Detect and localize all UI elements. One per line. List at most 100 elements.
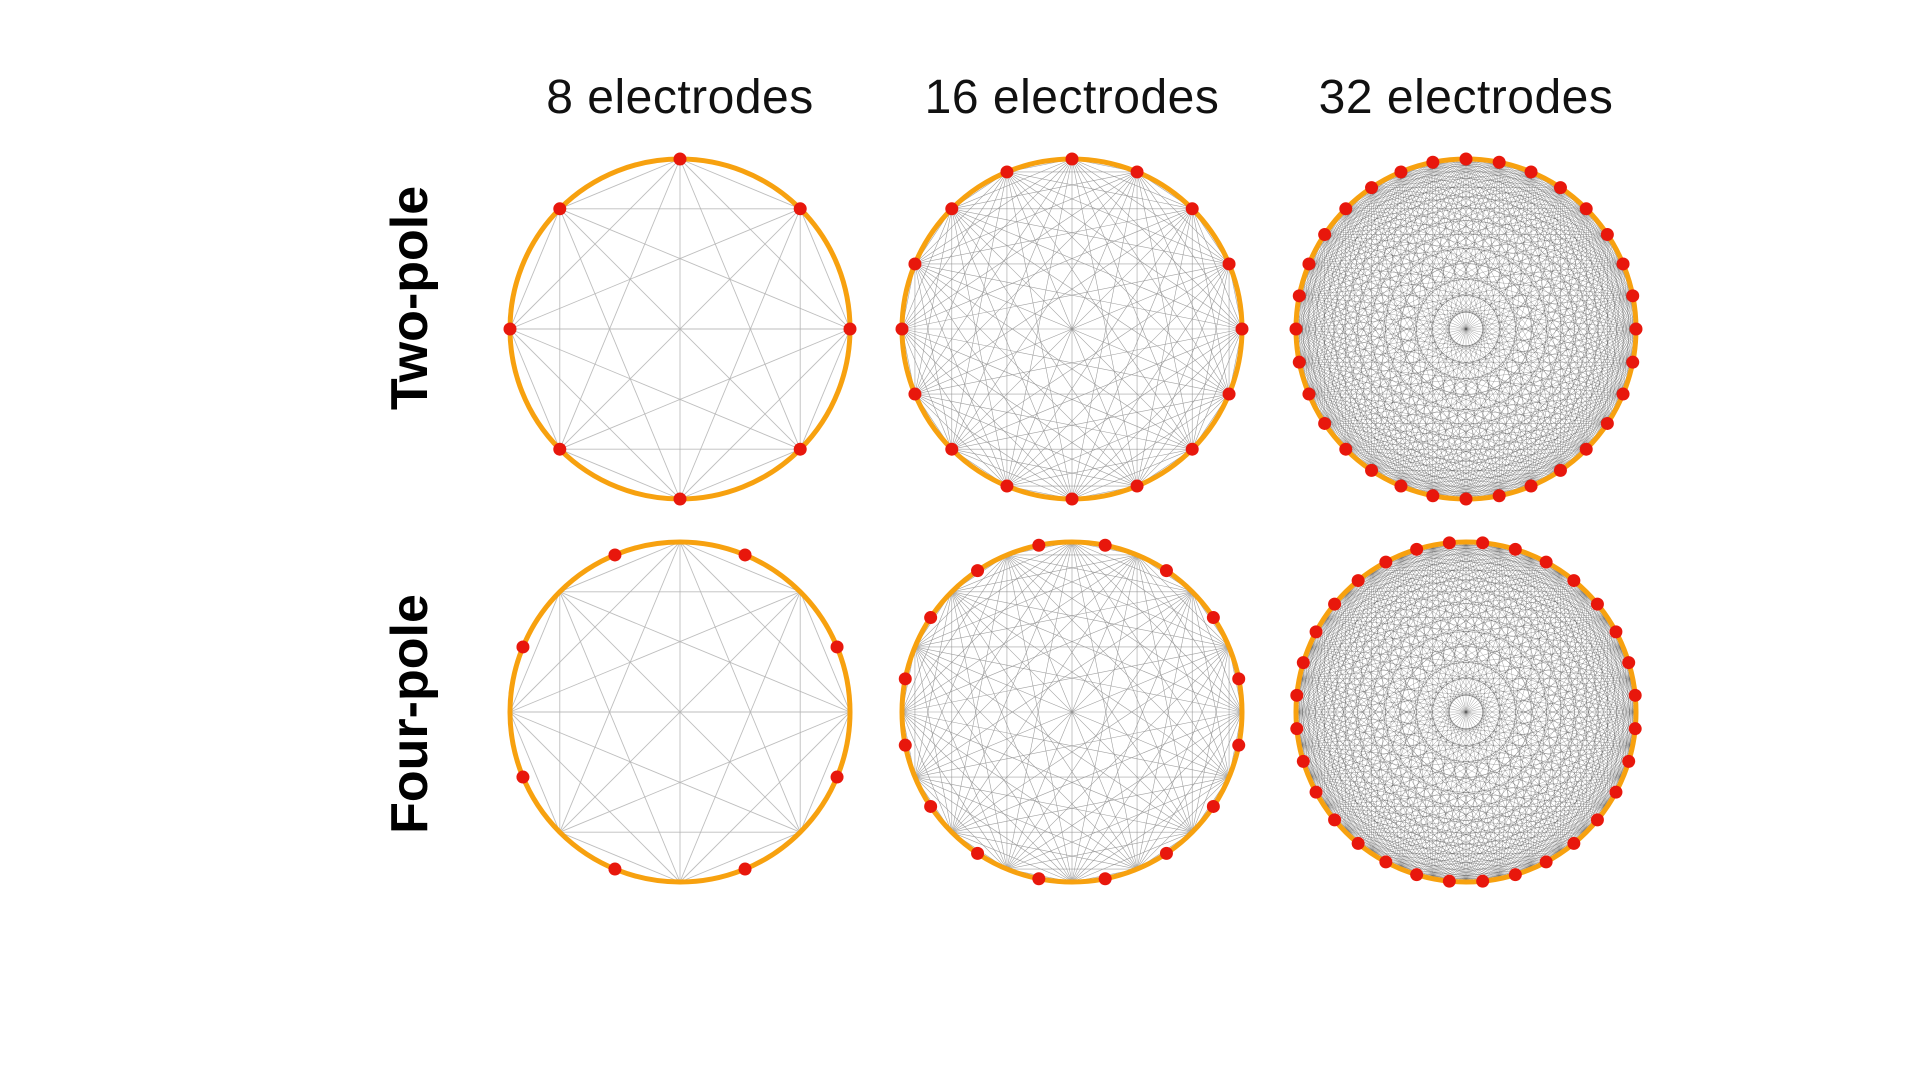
chord: [559, 208, 801, 450]
electrode-dot: [1351, 574, 1365, 588]
chord: [1498, 328, 1637, 496]
electrode-dot: [971, 846, 985, 860]
chord: [1560, 187, 1587, 450]
electrode-dot: [673, 152, 687, 166]
chord: [1006, 831, 1193, 870]
column-title-32-electrodes: 32 electrodes: [1318, 71, 1614, 124]
ring-two-pole-32: [1289, 152, 1643, 506]
chord: [1324, 617, 1402, 870]
chord: [1432, 158, 1467, 496]
chord: [1499, 545, 1624, 648]
chord: [1530, 328, 1637, 487]
ring-outline: [1293, 539, 1639, 885]
chord: [1071, 171, 1138, 500]
chord: [1324, 423, 1587, 450]
chord: [1006, 158, 1073, 487]
chord: [1308, 570, 1372, 778]
chord: [1136, 328, 1243, 487]
electrode-dot: [1394, 165, 1408, 179]
ring-outline: [507, 539, 853, 885]
chord: [509, 711, 801, 833]
chord: [1295, 328, 1500, 496]
chord: [1498, 162, 1624, 395]
chord: [1432, 776, 1624, 879]
chord: [1299, 295, 1624, 395]
chord: [1345, 591, 1633, 680]
chord: [1299, 158, 1467, 297]
electrode-dot: [1539, 555, 1553, 569]
chord: [509, 328, 561, 450]
chord: [1299, 545, 1500, 680]
chord: [1308, 393, 1500, 496]
chord: [1308, 545, 1434, 778]
chord: [1498, 545, 1532, 870]
chord: [1530, 171, 1587, 450]
chord: [1586, 591, 1637, 713]
chord: [1324, 541, 1467, 807]
chord: [951, 171, 1138, 210]
chord: [1299, 208, 1587, 363]
electrode-dot: [1032, 538, 1046, 552]
electrode-dot: [1442, 536, 1456, 550]
electrode-dot: [1000, 479, 1014, 493]
chord: [1345, 744, 1633, 833]
chord: [1560, 646, 1624, 854]
chord: [1400, 295, 1633, 487]
electrode-dot: [1185, 202, 1199, 216]
chord: [559, 158, 681, 210]
chord: [559, 541, 681, 833]
electrode-dot: [793, 202, 807, 216]
chord: [914, 208, 953, 395]
chord: [1530, 617, 1608, 870]
electrode-dot: [1492, 155, 1506, 169]
electrode-dot: [1222, 387, 1236, 401]
chord: [1499, 162, 1633, 296]
chord: [1308, 570, 1561, 778]
chord: [1585, 263, 1624, 450]
chord: [1324, 554, 1532, 618]
chord: [1432, 545, 1624, 778]
chord: [914, 328, 1243, 395]
chord: [1071, 541, 1138, 870]
chord: [1371, 187, 1532, 487]
chord: [1585, 208, 1633, 363]
chord: [1432, 162, 1624, 395]
electrode-dot: [1302, 387, 1316, 401]
chord: [1299, 162, 1500, 363]
chord: [1560, 187, 1637, 330]
chord: [1299, 295, 1467, 500]
chord: [1136, 776, 1230, 870]
electrode-dot: [924, 611, 938, 625]
chord: [1324, 162, 1500, 424]
chord: [1295, 570, 1561, 713]
chord: [1465, 541, 1500, 879]
electrode-dot: [1609, 785, 1623, 799]
chord: [1560, 591, 1587, 854]
chord: [901, 328, 1230, 395]
chord: [1465, 263, 1624, 500]
electrode-dot: [1476, 536, 1490, 550]
chord: [1345, 646, 1624, 833]
chord: [1071, 554, 1138, 883]
chord: [559, 591, 851, 713]
chord: [679, 158, 801, 450]
chord: [914, 263, 1193, 450]
chord: [1498, 263, 1624, 496]
electrode-dot: [1232, 672, 1246, 686]
chord: [1299, 361, 1532, 487]
chord: [1299, 646, 1624, 746]
electrode-dot: [1590, 597, 1604, 611]
chord: [901, 711, 1008, 870]
chord: [1465, 158, 1500, 496]
chord: [1498, 545, 1633, 746]
chord: [1006, 554, 1193, 833]
chord: [1607, 263, 1624, 424]
chord: [1345, 423, 1608, 450]
chord: [1295, 162, 1434, 330]
chord: [1308, 263, 1633, 363]
chord: [1530, 554, 1608, 807]
chords-two-pole-8: [509, 158, 851, 500]
chord: [1560, 393, 1624, 471]
chord: [1371, 570, 1624, 648]
chord: [1136, 393, 1230, 487]
